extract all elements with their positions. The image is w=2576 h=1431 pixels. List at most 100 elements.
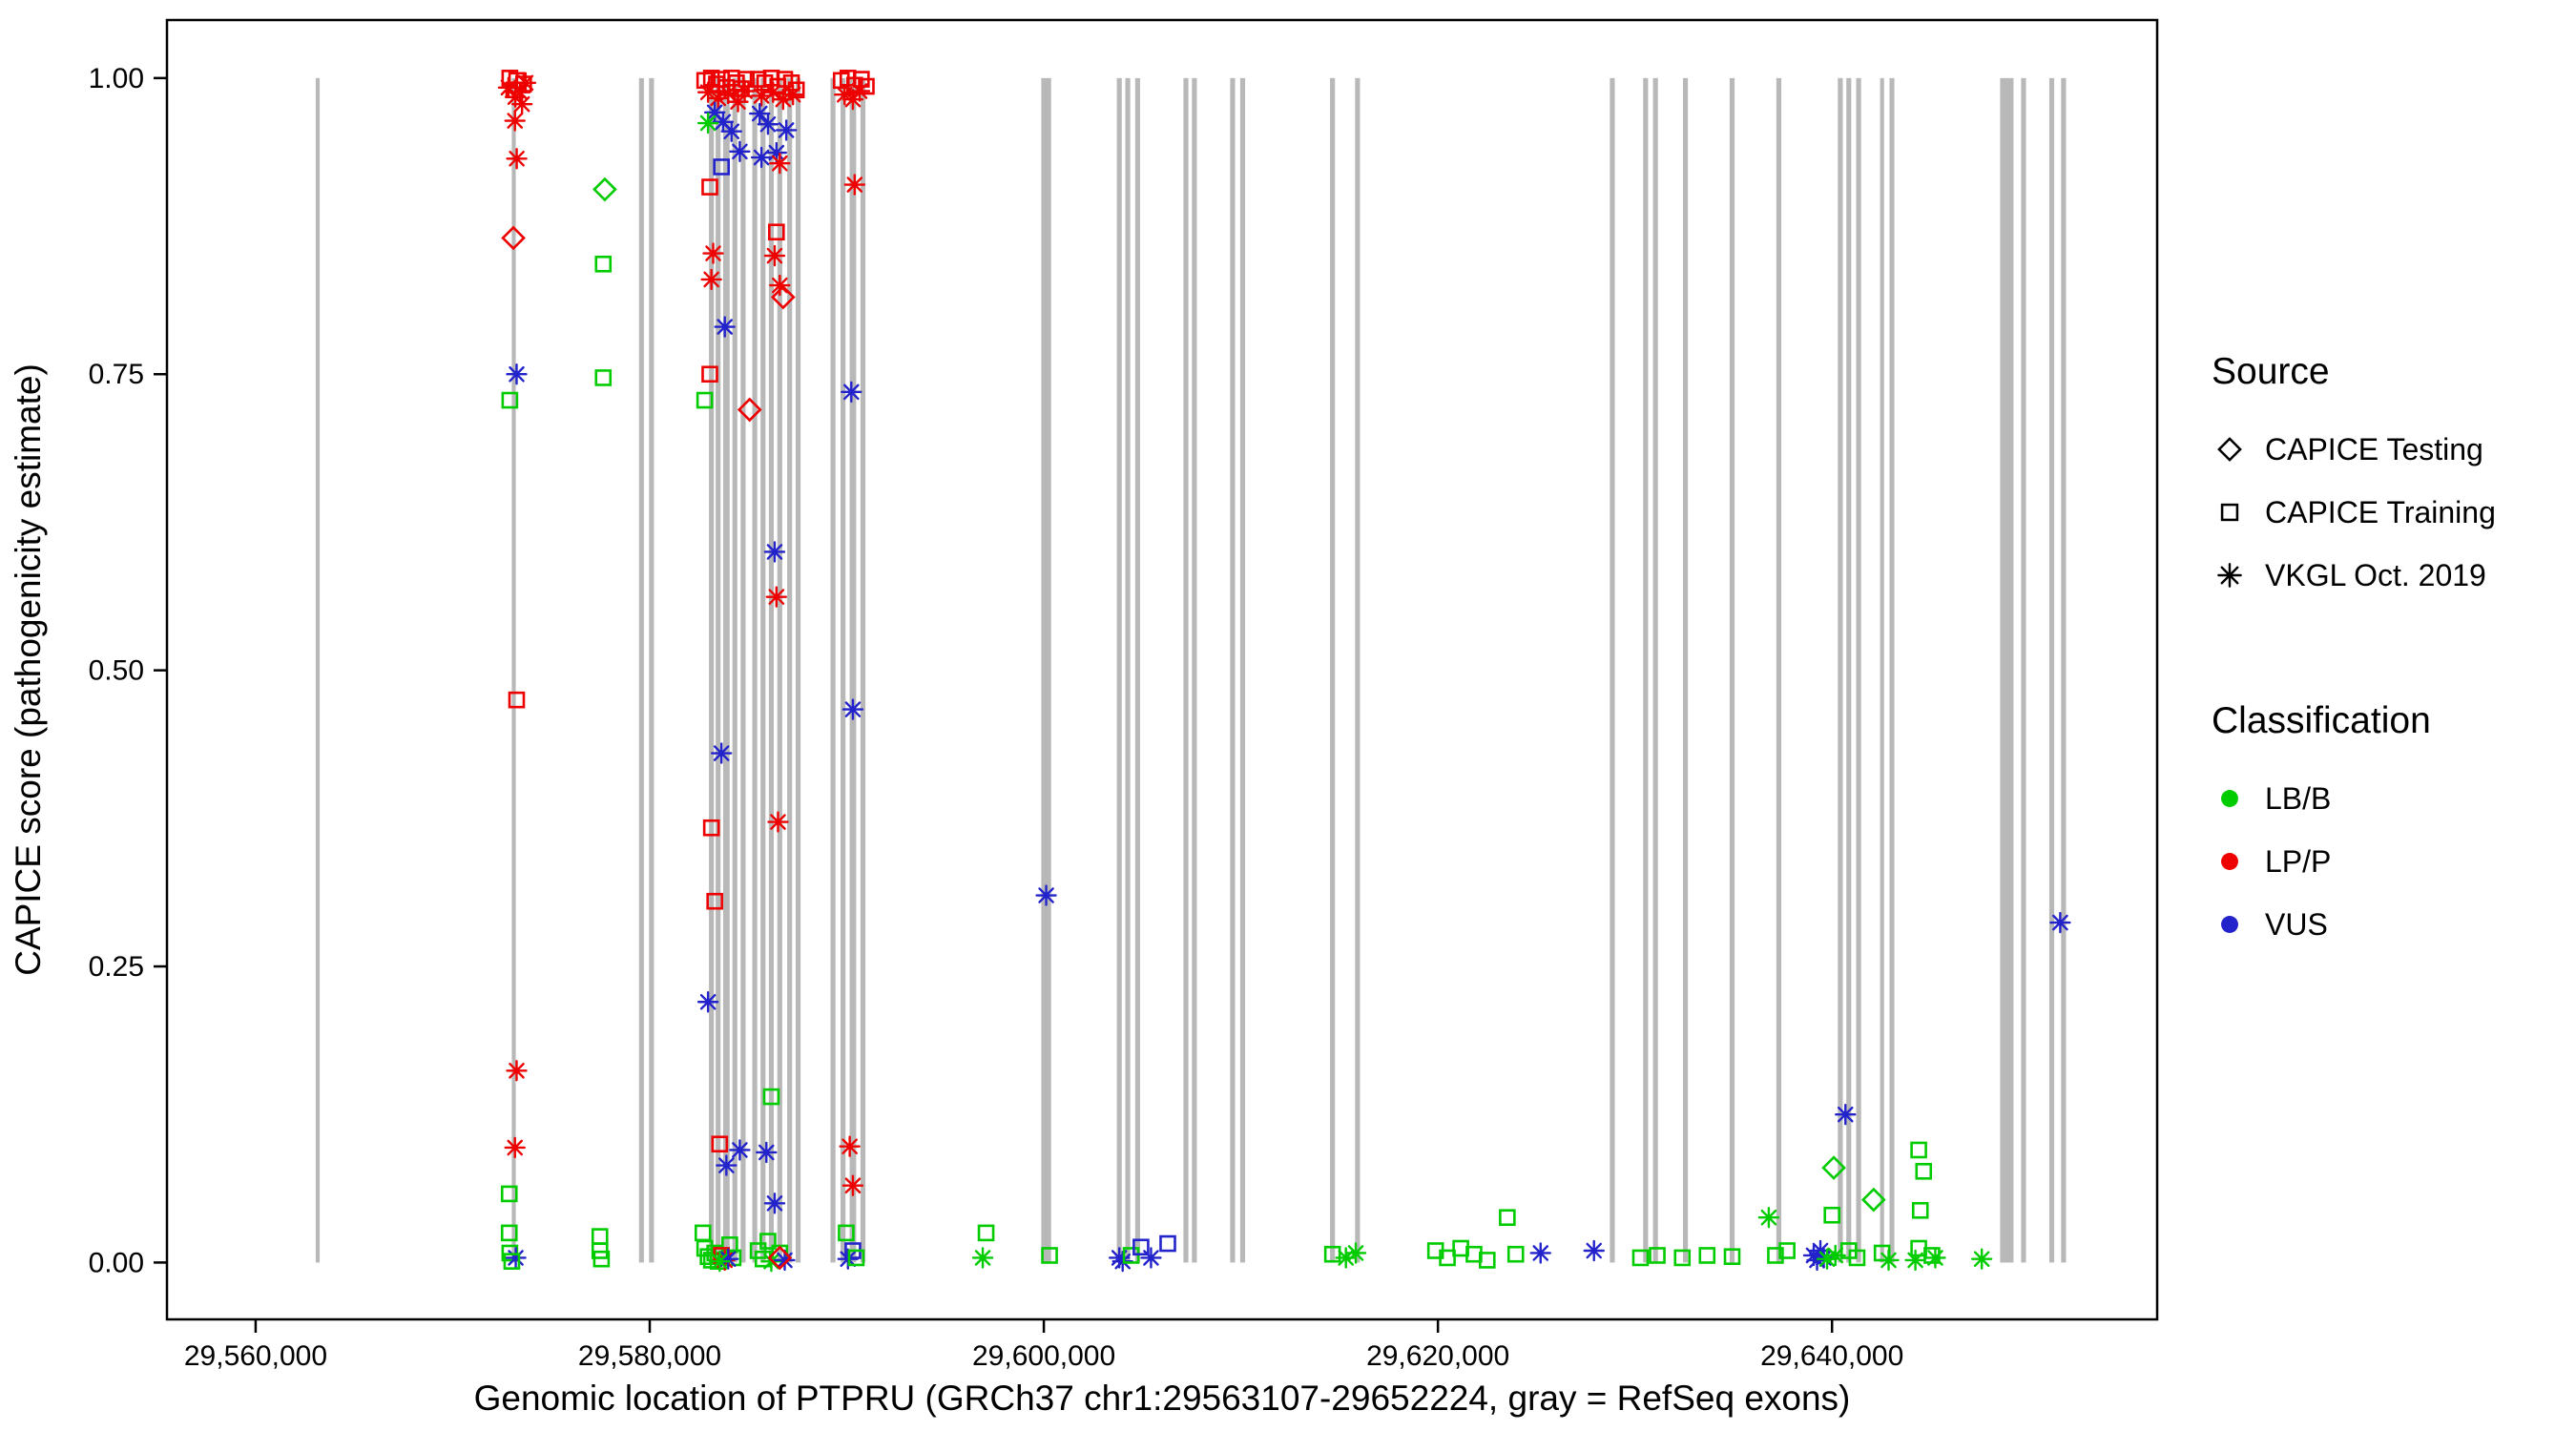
- x-tick-label: 29,600,000: [972, 1340, 1115, 1372]
- data-point: [1140, 1247, 1162, 1269]
- y-tick-label: 0.25: [89, 951, 144, 983]
- data-point: [592, 176, 617, 202]
- exon-bar: [1183, 77, 1189, 1263]
- data-point: [506, 363, 528, 385]
- data-point: [504, 110, 526, 132]
- exon-bar: [1652, 77, 1658, 1263]
- exon-bar: [1239, 77, 1246, 1263]
- data-point: [1041, 1247, 1058, 1264]
- data-point: [1910, 1141, 1927, 1159]
- data-point: [759, 1233, 777, 1250]
- data-point: [1631, 1249, 1650, 1267]
- legend-source-title: Source: [2212, 351, 2330, 392]
- data-point: [1915, 1163, 1933, 1180]
- data-point: [714, 1249, 736, 1272]
- data-point: [971, 1247, 994, 1269]
- legend-item-label: CAPICE Testing: [2265, 431, 2483, 467]
- exon-bar: [795, 77, 801, 1263]
- data-point: [727, 91, 749, 113]
- data-point: [756, 1141, 778, 1164]
- data-point: [762, 1088, 780, 1106]
- exon-bar: [1192, 77, 1197, 1263]
- data-point: [763, 1192, 786, 1214]
- data-point: [1323, 1245, 1341, 1263]
- data-point: [765, 141, 788, 164]
- data-point: [841, 88, 864, 111]
- legend-classification-title: Classification: [2212, 700, 2431, 741]
- exon-bar: [1776, 77, 1782, 1263]
- exon-bar: [849, 77, 857, 1263]
- data-point: [750, 146, 773, 169]
- data-point: [514, 72, 537, 94]
- exon-bar: [511, 77, 516, 1263]
- data-point: [763, 541, 786, 563]
- data-point: [1821, 1155, 1846, 1180]
- exon-bar: [1729, 77, 1735, 1263]
- legend-item-lpp: LP/P: [2212, 830, 2496, 893]
- exon-bar: [2061, 77, 2067, 1263]
- red-dot-icon: [2221, 853, 2238, 870]
- data-point: [1132, 1238, 1150, 1256]
- exon-bar: [732, 77, 737, 1263]
- data-point: [847, 1249, 865, 1267]
- exon-bar: [1134, 77, 1140, 1263]
- exon-bar: [740, 77, 746, 1263]
- legend-classification: Classification LB/B LP/P VUS: [2212, 700, 2496, 956]
- data-point: [505, 1247, 527, 1269]
- exon-bar: [1889, 77, 1895, 1263]
- data-point: [775, 119, 798, 141]
- exon-bar: [1846, 77, 1852, 1263]
- x-tick-label: 29,560,000: [184, 1340, 327, 1372]
- data-point: [769, 274, 791, 297]
- data-point: [701, 365, 718, 384]
- legend-source: Source CAPICE Testing CAPICE Training VK…: [2212, 351, 2496, 607]
- data-point: [770, 284, 796, 310]
- exon-bar: [638, 77, 644, 1263]
- exon-bar: [649, 77, 654, 1263]
- exon-bar: [777, 77, 782, 1263]
- exon-bar: [315, 77, 321, 1263]
- data-point: [737, 71, 756, 88]
- legend: Source CAPICE Testing CAPICE Training VK…: [2212, 351, 2496, 956]
- data-point: [1809, 1239, 1832, 1262]
- data-point: [767, 1245, 793, 1271]
- exon-bar: [1610, 77, 1615, 1263]
- data-point: [713, 158, 730, 176]
- exon-bar: [1643, 77, 1649, 1263]
- data-point: [1824, 1244, 1846, 1267]
- data-point: [701, 178, 718, 196]
- data-point: [707, 87, 729, 110]
- data-point: [720, 120, 742, 142]
- square-icon: [2220, 503, 2239, 522]
- data-point: [1583, 1239, 1605, 1262]
- legend-item-label: LB/B: [2265, 780, 2332, 816]
- legend-item-vus: VUS: [2212, 893, 2496, 956]
- data-point: [1673, 1249, 1692, 1267]
- exon-bar: [787, 77, 793, 1263]
- data-point: [768, 223, 785, 241]
- data-point: [749, 102, 771, 125]
- data-point: [714, 316, 736, 338]
- legend-item-label: VKGL Oct. 2019: [2265, 557, 2486, 592]
- data-point: [841, 1174, 864, 1196]
- exon-bar: [2021, 77, 2026, 1263]
- exon-bar: [716, 77, 721, 1263]
- data-point: [2049, 911, 2071, 934]
- exon-bar: [1838, 77, 1843, 1263]
- data-point: [1816, 1248, 1839, 1270]
- data-point: [1506, 1245, 1525, 1263]
- data-point: [696, 112, 719, 135]
- asterisk-icon: [2217, 563, 2242, 588]
- y-tick-label: 0.75: [89, 359, 144, 390]
- data-point: [977, 1224, 995, 1242]
- data-point: [729, 140, 751, 163]
- data-point: [503, 1253, 521, 1270]
- data-point: [772, 88, 795, 111]
- data-point: [848, 80, 871, 102]
- data-point: [1778, 1242, 1796, 1259]
- data-point: [712, 111, 735, 133]
- data-point: [1767, 1247, 1784, 1264]
- exon-bar: [860, 77, 866, 1263]
